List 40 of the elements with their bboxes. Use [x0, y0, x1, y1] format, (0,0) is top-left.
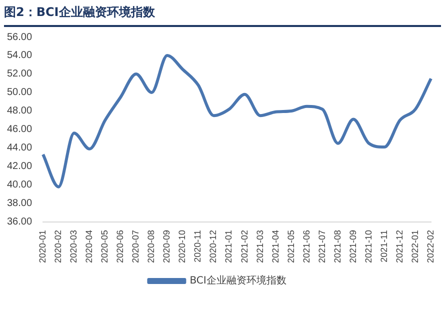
legend-label: BCI企业融资环境指数	[190, 274, 286, 287]
x-tick-label: 2021-10	[363, 230, 374, 263]
y-tick-label: 56.00	[6, 32, 32, 43]
x-tick-label: 2020-04	[84, 230, 94, 263]
x-tick-label: 2021-12	[394, 230, 404, 263]
chart-title: 图2：BCI企业融资环境指数	[4, 4, 441, 27]
y-tick-label: 52.00	[6, 68, 32, 80]
x-tick-label: 2022-01	[410, 230, 420, 263]
x-tick-label: 2021-02	[239, 230, 250, 263]
x-tick-label: 2021-08	[332, 230, 342, 263]
y-tick-label: 46.00	[6, 124, 32, 136]
x-tick-label: 2020-07	[130, 230, 141, 263]
x-tick-label: 2021-11	[378, 230, 389, 262]
x-tick-label: 2020-12	[208, 230, 218, 263]
x-tick-label: 2021-06	[301, 230, 312, 263]
y-tick-label: 40.00	[6, 180, 32, 191]
y-tick-label: 50.00	[6, 87, 32, 98]
x-tick-label: 2020-01	[38, 230, 48, 263]
x-tick-label: 2020-09	[162, 230, 172, 263]
x-tick-label: 2021-04	[270, 230, 280, 263]
x-tick-label: 2021-05	[286, 230, 296, 263]
x-tick-label: 2021-03	[254, 230, 265, 263]
y-tick-label: 54.00	[6, 50, 32, 62]
x-tick-label: 2020-02	[53, 230, 64, 263]
x-tick-label: 2021-01	[224, 230, 234, 263]
x-tick-label: 2020-05	[100, 230, 110, 263]
x-tick-label: 2021-09	[348, 230, 358, 263]
x-tick-label: 2022-02	[425, 230, 436, 263]
y-tick-label: 44.00	[6, 142, 32, 154]
x-tick-label: 2020-10	[177, 230, 188, 263]
y-tick-label: 38.00	[6, 198, 32, 210]
y-tick-label: 36.00	[6, 216, 32, 228]
x-tick-label: 2020-08	[146, 230, 156, 263]
y-tick-label: 42.00	[6, 161, 32, 172]
y-tick-label: 48.00	[6, 106, 32, 117]
x-tick-label: 2020-11	[192, 230, 203, 262]
x-tick-label: 2020-03	[68, 230, 79, 263]
x-tick-label: 2021-07	[316, 230, 327, 263]
x-tick-label: 2020-06	[115, 230, 126, 263]
line-series	[42, 54, 432, 188]
